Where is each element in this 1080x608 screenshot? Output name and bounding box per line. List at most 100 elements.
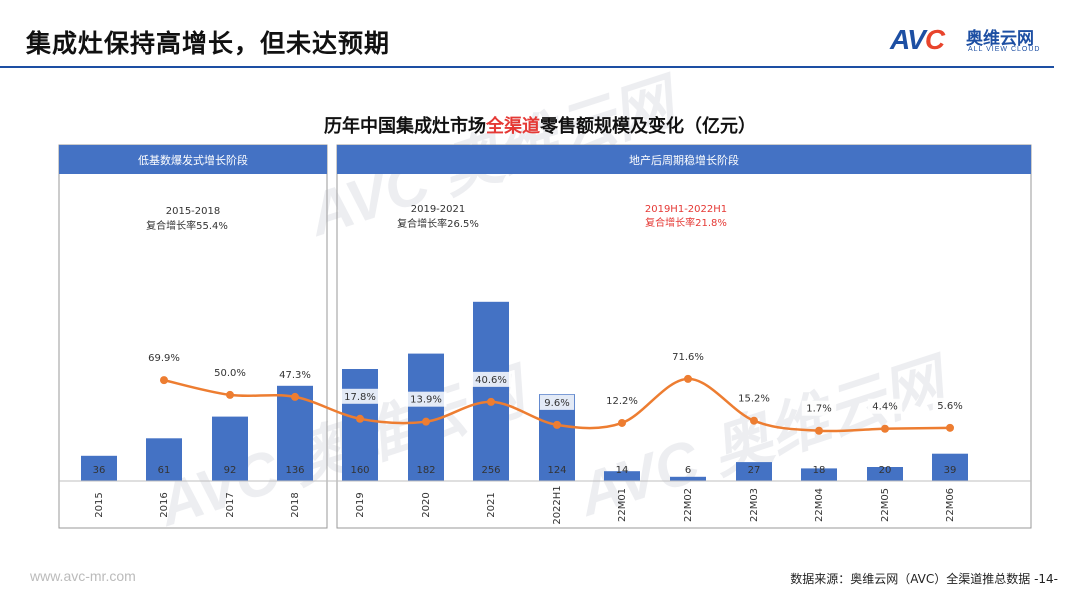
footer-source: 数据来源：奥维云网（AVC）全渠道推总数据 -14- <box>790 572 1058 586</box>
bar-2018 <box>277 385 313 481</box>
growth-label-2019: 17.8% <box>344 392 376 403</box>
growth-point-2021 <box>487 397 495 406</box>
x-tick-label-2017: 2017 <box>225 492 236 517</box>
cagr-period-2019-2021: 2019-2021 <box>411 204 466 215</box>
x-tick-label-22M06: 22M06 <box>945 488 956 522</box>
growth-label-bg-2018 <box>274 366 316 382</box>
bar-22M01 <box>604 471 640 481</box>
cagr-text-2019-2021: 复合增长率26.5% <box>397 217 479 230</box>
growth-point-2016 <box>160 376 168 385</box>
bar-2017 <box>212 416 248 481</box>
bar-2021 <box>473 301 509 481</box>
bar-value-label-2016: 61 <box>158 465 171 476</box>
bar-value-label-22M05: 20 <box>879 465 892 476</box>
bar-value-label-2015: 36 <box>93 465 106 476</box>
growth-label-22M06: 5.6% <box>937 401 962 412</box>
panel-header-left <box>59 145 327 174</box>
bars-layer <box>81 301 968 481</box>
growth-label-bg-2017 <box>209 364 251 380</box>
bar-22M04 <box>801 468 837 481</box>
growth-label-bg-2021 <box>470 371 512 387</box>
bar-2015 <box>81 455 117 481</box>
bar-value-label-2017: 92 <box>224 465 237 476</box>
bar-value-label-22M03: 27 <box>748 465 761 476</box>
growth-label-2017: 50.0% <box>214 368 246 379</box>
bar-value-label-2022H1: 124 <box>547 465 566 476</box>
bar-22M03 <box>736 462 772 481</box>
bar-value-label-22M06: 39 <box>944 465 957 476</box>
growth-label-22M03: 15.2% <box>738 394 770 405</box>
logo-english-name: ALL VIEW CLOUD <box>968 46 1041 53</box>
growth-label-22M04: 1.7% <box>806 404 831 415</box>
header-rule <box>0 66 1054 68</box>
panel-header-right <box>337 145 1031 174</box>
growth-label-bg-2022H1 <box>539 394 575 410</box>
annotations: 2015-2018 复合增长率55.4% 2019-2021 复合增长率26.5… <box>146 204 727 232</box>
x-tick-label-2021: 2021 <box>486 492 497 517</box>
growth-label-22M05: 4.4% <box>872 402 897 413</box>
growth-label-bg-2019 <box>339 388 381 404</box>
bar-value-label-22M01: 14 <box>616 465 629 476</box>
x-tick-label-2019: 2019 <box>355 492 366 517</box>
cagr-period-2019h1-2022h1: 2019H1-2022H1 <box>645 204 727 215</box>
x-tick-label-2015: 2015 <box>94 492 105 517</box>
line-labels-layer: 69.9% 50.0% 47.3% 17.8% 13.9% 40.6% 9.6% 12.2% 7… <box>143 348 968 416</box>
line-layer <box>160 374 954 435</box>
bar-value-label-2019: 160 <box>350 465 369 476</box>
bar-2020 <box>408 353 444 481</box>
footer-url[interactable]: www.avc-mr.com <box>30 568 136 584</box>
x-tick-label-22M03: 22M03 <box>749 488 760 522</box>
cagr-period-2015-2018: 2015-2018 <box>166 206 221 217</box>
bar-2016 <box>146 438 182 481</box>
panel-header-left-label: 低基数爆发式增长阶段 <box>138 153 248 167</box>
growth-point-22M02 <box>684 374 692 383</box>
growth-label-2018: 47.3% <box>279 370 311 381</box>
logo-chinese-name: 奥维云网 <box>966 29 1034 49</box>
bar-22M05 <box>867 467 903 481</box>
growth-label-2016: 69.9% <box>148 353 180 364</box>
growth-point-22M04 <box>815 426 823 435</box>
bar-value-label-2021: 256 <box>481 465 500 476</box>
growth-label-bg-2016 <box>143 350 185 366</box>
x-tick-label-22M05: 22M05 <box>880 488 891 522</box>
bar-value-label-2020: 182 <box>416 465 435 476</box>
tick-layer: 2015 2016 2017 2018 2019 2020 2021 2022H1 22M01 2… <box>94 485 956 524</box>
growth-point-2019 <box>356 414 364 423</box>
x-tick-label-2020: 2020 <box>421 492 432 517</box>
growth-label-2021: 40.6% <box>475 375 507 386</box>
panel-frames: 低基数爆发式增长阶段 地产后周期稳增长阶段 <box>58 144 1032 529</box>
growth-label-2022H1: 9.6% <box>544 398 569 409</box>
growth-point-2017 <box>226 390 234 399</box>
x-tick-label-22M02: 22M02 <box>683 488 694 522</box>
growth-point-22M05 <box>881 424 889 433</box>
avc-logo: AVC 奥维云网 ALL VIEW CLOUD <box>890 24 1060 60</box>
bar-value-label-22M04: 18 <box>813 465 826 476</box>
bar-2019 <box>342 369 378 481</box>
panel-header-right-label: 地产后周期稳增长阶段 <box>629 153 739 167</box>
cagr-text-2015-2018: 复合增长率55.4% <box>146 219 228 232</box>
page-title: 集成灶保持高增长，但未达预期 <box>26 29 391 58</box>
growth-label-bg-22M01 <box>601 392 643 408</box>
x-tick-label-2018: 2018 <box>290 492 301 517</box>
growth-point-22M06 <box>946 423 954 432</box>
x-tick-label-2016: 2016 <box>159 492 170 517</box>
bar-value-label-2018: 136 <box>285 465 304 476</box>
growth-point-2018 <box>291 392 299 401</box>
growth-label-22M02: 71.6% <box>672 352 704 363</box>
growth-label-bg-22M03 <box>733 390 775 406</box>
logo-mark: AVC <box>890 24 945 55</box>
cagr-text-2019h1-2022h1: 复合增长率21.8% <box>645 216 727 229</box>
growth-label-2020: 13.9% <box>410 395 442 406</box>
bar-22M02 <box>670 476 706 481</box>
bar-labels-layer: 36 61 92 136 160 182 256 124 14 6 27 18 20 39 <box>93 465 957 476</box>
growth-label-bg-2020 <box>405 391 447 407</box>
growth-point-2022H1 <box>553 420 561 429</box>
bar-22M06 <box>932 453 968 481</box>
growth-label-bg-22M06 <box>932 397 968 413</box>
growth-point-2020 <box>422 417 430 426</box>
growth-label-22M01: 12.2% <box>606 396 638 407</box>
x-tick-label-2022H1: 2022H1 <box>552 485 563 524</box>
growth-label-bg-22M05 <box>867 398 903 414</box>
x-tick-label-22M01: 22M01 <box>617 488 628 522</box>
